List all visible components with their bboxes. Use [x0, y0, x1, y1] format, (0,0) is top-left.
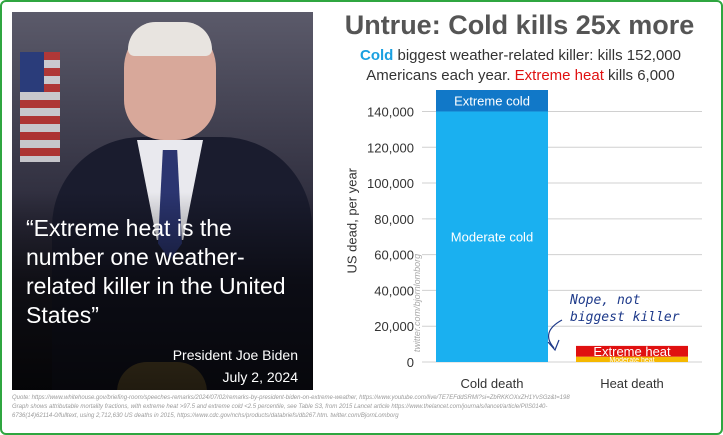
segment-label: Extreme cold [454, 93, 530, 108]
footnote-line-2: Graph shows attributable mortality fract… [12, 404, 548, 410]
photo-shade [12, 192, 313, 390]
quote-attribution: President Joe Biden July 2, 2024 [118, 344, 298, 388]
footnote-line-3: 6736(14)62114-0/fulltext, using 2,712,63… [12, 413, 399, 419]
bar-segment [436, 90, 548, 112]
subtitle-middle: biggest weather-related killer: kills 15… [366, 47, 681, 84]
quote-date: July 2, 2024 [222, 369, 299, 385]
annotation-arrow [547, 319, 563, 349]
footnote-line-1: Quote: https://www.whitehouse.gov/briefi… [12, 395, 570, 401]
annotation-text: Nope, not biggest killer [570, 293, 680, 325]
hair [128, 22, 212, 56]
quote-text: “Extreme heat is the number one weather-… [26, 215, 286, 328]
annotation-arrowhead [547, 339, 560, 352]
subtitle-heat: Extreme heat [514, 67, 604, 84]
y-tick-label: 60,000 [374, 248, 414, 263]
y-tick-label: 140,000 [367, 104, 414, 119]
chart-title: Untrue: Cold kills 25x more [344, 10, 695, 40]
speaker-name: President Joe Biden [172, 347, 298, 363]
bar-segment [576, 356, 688, 362]
bar-segment [576, 345, 688, 357]
subtitle-cold: Cold [360, 47, 394, 64]
y-tick-label: 120,000 [367, 140, 414, 155]
bar-segment [436, 111, 548, 362]
chart-subtitle: Cold biggest weather-related killer: kil… [324, 46, 717, 86]
y-tick-label: 20,000 [374, 319, 414, 334]
y-tick-label: 80,000 [374, 212, 414, 227]
y-axis-label: US dead, per year [344, 167, 360, 274]
segment-label: Extreme heat [593, 344, 671, 359]
flag-canton [20, 52, 44, 92]
speaker-photo [12, 12, 313, 390]
y-tick-label: 100,000 [367, 176, 414, 191]
segment-label: Moderate cold [451, 229, 533, 244]
subtitle-end: kills 6,000 [603, 67, 675, 84]
footnote: Quote: https://www.whitehouse.gov/briefi… [12, 394, 717, 421]
x-tick-label: Heat death [600, 376, 664, 391]
watermark-credit: twitter.com/bjornlomborg [412, 253, 422, 353]
segment-label: Moderate heat [609, 357, 654, 364]
y-tick-label: 40,000 [374, 283, 414, 298]
y-tick-label: 0 [407, 355, 414, 370]
x-tick-label: Cold death [461, 376, 524, 391]
